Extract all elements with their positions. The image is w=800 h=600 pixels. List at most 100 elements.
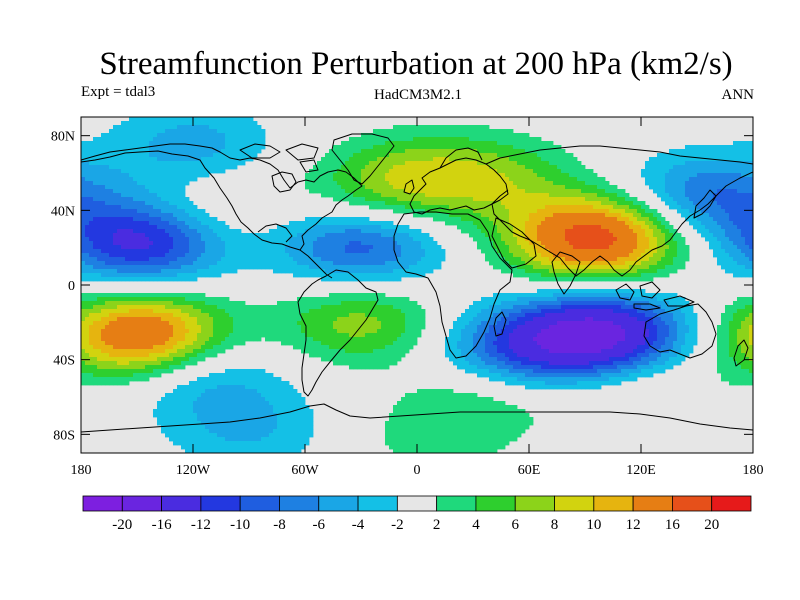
contour-cell <box>469 209 474 214</box>
contour-cell <box>549 257 554 262</box>
contour-cell <box>417 253 422 258</box>
contour-cell <box>553 145 558 150</box>
contour-cell <box>185 261 190 266</box>
contour-cell <box>609 221 614 226</box>
contour-cell <box>97 193 102 198</box>
contour-cell <box>517 185 522 190</box>
contour-cell <box>97 173 102 178</box>
contour-cell <box>537 225 542 230</box>
contour-cell <box>673 177 678 182</box>
contour-cell <box>157 157 162 162</box>
contour-cell <box>117 225 122 230</box>
contour-cell <box>165 277 170 282</box>
contour-cell <box>585 221 590 226</box>
contour-cell <box>609 217 614 222</box>
contour-cell <box>345 253 350 258</box>
contour-cell <box>213 125 218 130</box>
contour-cell <box>357 165 362 170</box>
contour-cell <box>125 189 130 194</box>
contour-cell <box>745 193 750 198</box>
contour-cell <box>545 149 550 154</box>
contour-cell <box>689 145 694 150</box>
contour-cell <box>321 225 326 230</box>
contour-cell <box>281 253 286 258</box>
contour-cell <box>749 165 753 170</box>
contour-cell <box>201 145 206 150</box>
contour-cell <box>305 221 310 226</box>
contour-cell <box>217 153 222 158</box>
contour-cell <box>165 269 170 274</box>
contour-cell <box>533 245 538 250</box>
contour-cell <box>361 225 366 230</box>
contour-cell <box>373 201 378 206</box>
contour-cell <box>505 241 510 246</box>
contour-cell <box>421 193 426 198</box>
contour-cell <box>701 229 706 234</box>
contour-cell <box>125 145 130 150</box>
contour-cell <box>277 245 282 250</box>
contour-cell <box>369 137 374 142</box>
contour-cell <box>569 233 574 238</box>
contour-cell <box>409 165 414 170</box>
contour-cell <box>481 197 486 202</box>
contour-cell <box>113 161 118 166</box>
contour-cell <box>557 153 562 158</box>
contour-cell <box>181 157 186 162</box>
contour-cell <box>97 189 102 194</box>
contour-cell <box>629 197 634 202</box>
contour-cell <box>373 237 378 242</box>
contour-cell <box>725 169 730 174</box>
contour-cell <box>737 225 742 230</box>
contour-cell <box>441 205 446 210</box>
contour-cell <box>217 145 222 150</box>
contour-cell <box>449 181 454 186</box>
contour-cell <box>653 269 658 274</box>
contour-cell <box>245 237 250 242</box>
contour-cell <box>633 277 638 282</box>
contour-cell <box>377 233 382 238</box>
contour-cell <box>153 137 158 142</box>
contour-cell <box>685 189 690 194</box>
contour-cell <box>301 241 306 246</box>
contour-cell <box>665 245 670 250</box>
contour-cell <box>93 237 98 242</box>
contour-cell <box>497 129 502 134</box>
contour-cell <box>561 181 566 186</box>
contour-cell <box>81 217 86 222</box>
contour-cell <box>529 201 534 206</box>
contour-cell <box>145 273 150 278</box>
contour-cell <box>533 165 538 170</box>
plot-title: Streamfunction Perturbation at 200 hPa (… <box>99 46 733 82</box>
contour-cell <box>97 145 102 150</box>
contour-cell <box>293 265 298 270</box>
contour-cell <box>385 165 390 170</box>
contour-cell <box>461 173 466 178</box>
contour-cell <box>385 261 390 266</box>
contour-cell <box>473 221 478 226</box>
contour-cell <box>301 221 306 226</box>
contour-cell <box>309 253 314 258</box>
contour-cell <box>397 169 402 174</box>
contour-cell <box>593 185 598 190</box>
contour-cell <box>337 225 342 230</box>
contour-cell <box>413 245 418 250</box>
contour-cell <box>357 145 362 150</box>
contour-cell <box>465 173 470 178</box>
contour-cell <box>105 237 110 242</box>
contour-cell <box>385 173 390 178</box>
contour-cell <box>649 261 654 266</box>
contour-cell <box>373 205 378 210</box>
contour-cell <box>181 201 186 206</box>
contour-cell <box>593 177 598 182</box>
contour-cell <box>501 193 506 198</box>
contour-cell <box>737 149 742 154</box>
contour-cell <box>121 185 126 190</box>
contour-cell <box>237 137 242 142</box>
contour-cell <box>305 185 310 190</box>
contour-cell <box>313 273 318 278</box>
contour-cell <box>349 185 354 190</box>
contour-cell <box>441 213 446 218</box>
contour-cell <box>529 209 534 214</box>
contour-cell <box>341 253 346 258</box>
